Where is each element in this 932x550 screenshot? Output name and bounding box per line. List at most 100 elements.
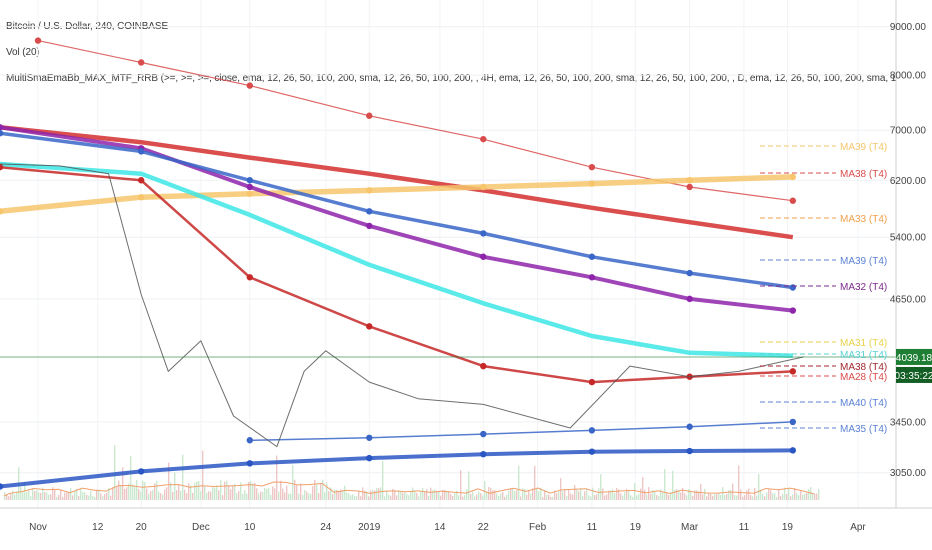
volume-bar [802, 494, 804, 500]
volume-bar [684, 493, 686, 500]
volume-bar [412, 487, 414, 500]
volume-bar [512, 488, 514, 500]
series-point [588, 180, 596, 187]
volume-bar [50, 494, 52, 500]
volume-bar [340, 489, 342, 500]
volume-bar [728, 490, 730, 500]
series-line [37, 40, 793, 202]
volume-bar [422, 487, 424, 500]
volume-bar [484, 481, 486, 500]
volume-bar [468, 471, 470, 500]
volume-bar [754, 487, 756, 500]
volume-bar [514, 490, 516, 500]
volume-bar [546, 494, 548, 500]
volume-bar [812, 493, 814, 500]
volume-bar [452, 496, 454, 500]
series-point [480, 253, 487, 260]
volume-bar [690, 490, 692, 500]
volume-bar [612, 489, 614, 500]
volume-bar [104, 493, 106, 500]
volume-bar [160, 493, 162, 500]
volume-bar [750, 495, 752, 500]
volume-bar [186, 493, 188, 500]
volume-bar [382, 461, 384, 500]
volume-bar [124, 488, 126, 500]
volume-bar [480, 493, 482, 500]
volume-bar [284, 492, 286, 500]
volume-bar [644, 489, 646, 500]
legend-volume[interactable]: Vol (20) [6, 47, 40, 58]
volume-bar [528, 490, 530, 500]
volume-bar [590, 496, 592, 500]
volume-bar [102, 496, 104, 500]
volume-bar [652, 490, 654, 500]
series-line [0, 131, 794, 290]
volume-bar [222, 495, 224, 500]
volume-bar [356, 496, 358, 500]
ma-label: MA28 (T4) [840, 372, 887, 383]
volume-bar [622, 495, 624, 500]
volume-bar [190, 485, 192, 500]
volume-bar [376, 487, 378, 500]
volume-bar [250, 480, 252, 500]
volume-bar [288, 493, 290, 500]
volume-bar [704, 488, 706, 500]
time-tick-label: 12 [92, 522, 104, 533]
volume-bar [106, 492, 108, 500]
series-point [246, 460, 253, 467]
volume-bar [310, 493, 312, 500]
volume-bar [234, 483, 236, 500]
volume-bar [32, 488, 34, 500]
volume-bar [254, 482, 256, 500]
volume-bar [456, 490, 458, 500]
volume-bar [496, 493, 498, 500]
volume-bar [192, 492, 194, 500]
volume-bar [112, 487, 114, 500]
volume-bar [238, 491, 240, 500]
volume-bar [316, 484, 318, 500]
volume-bar [408, 495, 410, 500]
price-tick-label: 3050.00 [890, 468, 927, 479]
volume-bar [606, 494, 608, 500]
ma-label: MA32 (T4) [840, 282, 887, 293]
volume-bar [616, 487, 618, 500]
volume-bar [542, 496, 544, 500]
volume-bar [624, 492, 626, 500]
volume-bar [636, 495, 638, 500]
volume-bar [702, 494, 704, 500]
series-point [246, 190, 253, 197]
volume-bar [440, 495, 442, 500]
volume-bar [808, 488, 810, 500]
volume-bar [486, 492, 488, 500]
volume-bar [564, 489, 566, 500]
volume-bar [164, 489, 166, 500]
volume-bar [648, 487, 650, 500]
price-axis-panel[interactable] [896, 0, 932, 550]
volume-bar [610, 490, 612, 500]
volume-bar [180, 490, 182, 500]
volume-bar [348, 493, 350, 500]
volume-bar [208, 491, 210, 500]
volume-bar [138, 488, 140, 500]
series-point [366, 323, 373, 330]
volume-bar [30, 496, 32, 500]
volume-bar [122, 467, 124, 500]
volume-bar [424, 491, 426, 500]
series-point [137, 177, 145, 184]
volume-bar [202, 450, 204, 500]
volume-bar [760, 489, 762, 500]
volume-bar [814, 493, 816, 500]
volume-bar [816, 493, 818, 500]
volume-bar [168, 462, 170, 500]
volume-bar [418, 496, 420, 500]
volume-bar [298, 493, 300, 500]
series-point [588, 274, 596, 281]
volume-bar [632, 496, 634, 500]
series-point [789, 307, 797, 314]
volume-bar [784, 487, 786, 500]
series-point [137, 468, 145, 475]
volume-bar [370, 490, 372, 500]
volume-bar [108, 487, 110, 500]
legend-indicator[interactable]: MultiSmaEmaBb_MAX_MTF_RRB (>=, >=, >=, c… [6, 73, 896, 84]
